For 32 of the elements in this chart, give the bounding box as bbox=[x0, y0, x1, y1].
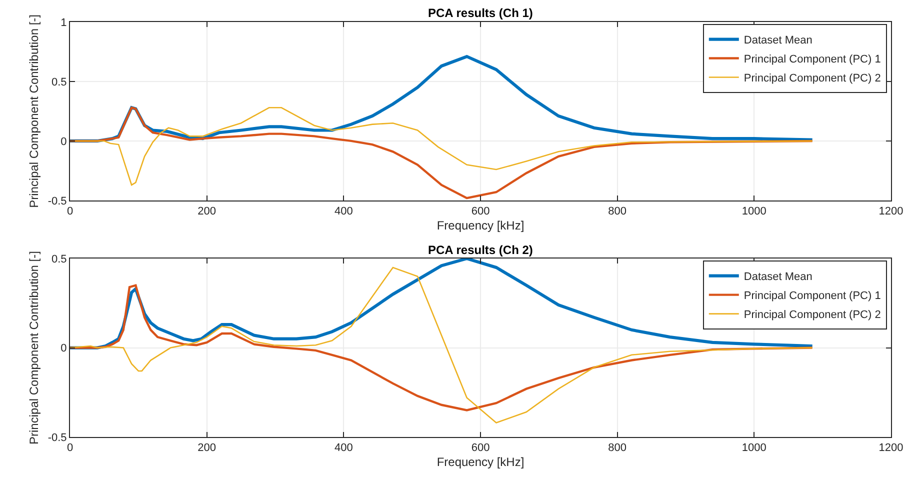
x-tick-label: 800 bbox=[608, 442, 627, 454]
chart-title: PCA results (Ch 1) bbox=[428, 6, 533, 20]
x-tick-label: 1200 bbox=[878, 206, 904, 218]
y-tick-label: 1 bbox=[60, 16, 67, 29]
y-tick-label: 0 bbox=[60, 342, 67, 355]
x-tick-label: 200 bbox=[198, 442, 216, 454]
line-series bbox=[70, 106, 814, 200]
x-tick-label: 1200 bbox=[878, 442, 904, 454]
y-tick-label: 0 bbox=[60, 136, 67, 148]
chart-title: PCA results (Ch 2) bbox=[428, 243, 533, 257]
y-axis-title: Principal Component Contribution [-] bbox=[27, 14, 42, 208]
legend-label: Principal Component (PC) 1 bbox=[744, 54, 881, 66]
y-axis-title: Principal Component Contribution [-] bbox=[27, 251, 42, 444]
legend-label: Principal Component (PC) 2 bbox=[744, 309, 881, 322]
x-tick-label: 1000 bbox=[742, 442, 766, 454]
x-tick-label: 600 bbox=[471, 206, 490, 218]
x-tick-label: 800 bbox=[608, 206, 627, 218]
x-axis-title: Frequency [kHz] bbox=[436, 218, 524, 233]
x-axis-title: Frequency [kHz] bbox=[436, 455, 524, 470]
x-tick-label: 200 bbox=[198, 206, 216, 218]
y-tick-label: -0.5 bbox=[48, 195, 67, 208]
legend-label: Dataset Mean bbox=[744, 271, 812, 284]
x-tick-label: 1000 bbox=[742, 206, 766, 218]
x-tick-label: 600 bbox=[471, 442, 490, 454]
y-tick-label: -0.5 bbox=[48, 432, 67, 444]
x-tick-label: 400 bbox=[334, 206, 353, 218]
y-tick-label: 0.5 bbox=[52, 253, 67, 266]
legend-label: Dataset Mean bbox=[744, 34, 812, 47]
legend-label: Principal Component (PC) 2 bbox=[744, 72, 881, 85]
legend-label: Principal Component (PC) 1 bbox=[744, 290, 881, 302]
x-tick-label: 400 bbox=[334, 442, 353, 454]
y-tick-label: 0.5 bbox=[52, 76, 67, 88]
